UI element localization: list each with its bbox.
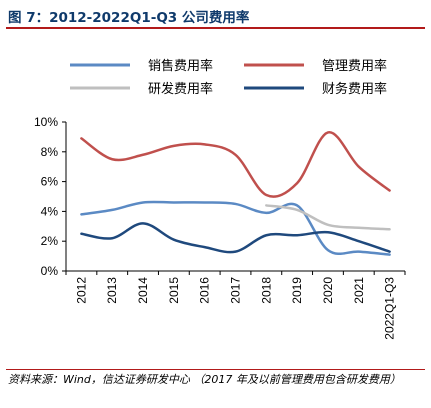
x-tick-label: 2013 [105,277,119,304]
x-tick-label: 2021 [352,277,366,304]
source-divider [6,369,425,370]
axes: 0% 2% 4% 6% 8% 10% 2012 2013 2014 2015 2016 2017 201… [34,115,406,340]
x-tick-label: 2014 [136,277,150,304]
x-tick-label: 2019 [290,277,304,304]
series-line-2 [265,204,391,231]
x-tick-label: 2017 [229,277,243,304]
y-tick-label: 8% [41,145,59,159]
x-tick-label: 2022Q1-Q3 [383,277,397,340]
y-tick-label: 10% [34,115,58,129]
source-note: 资料来源：Wind，信达证券研发中心 （2017 年及以前管理费用包含研发费用） [8,373,401,386]
x-tick-label: 2016 [198,277,212,304]
chart-title: 图 7：2012-2022Q1-Q3 公司费用率 [8,10,250,26]
legend-label-3: 财务费用率 [322,81,387,97]
series-line-3 [80,222,391,254]
y-tick-label: 0% [41,264,59,278]
x-tick-label: 2018 [259,277,273,304]
legend-label-1: 管理费用率 [322,58,387,74]
legend-label-2: 研发费用率 [148,81,213,97]
title-divider [6,27,425,29]
y-tick-label: 6% [41,175,59,189]
legend-label-0: 销售费用率 [148,58,213,74]
series-line-1 [80,131,391,198]
x-tick-label: 2012 [74,277,88,304]
x-tick-label: 2015 [167,277,181,304]
y-tick-label: 4% [41,204,59,218]
series-line-0 [80,200,391,256]
x-tick-label: 2020 [321,277,335,304]
series-group [80,131,391,256]
y-tick-label: 2% [41,234,59,248]
